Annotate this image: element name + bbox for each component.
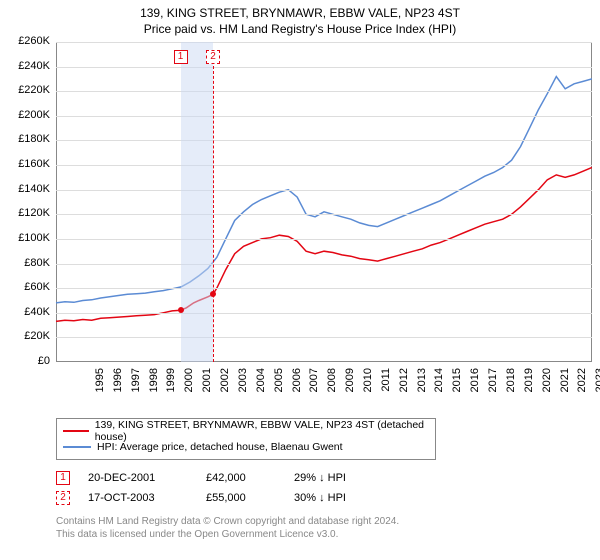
top-marker-1: 1 xyxy=(174,50,188,64)
legend-label: HPI: Average price, detached house, Blae… xyxy=(97,441,343,453)
sales-table: 1 20-DEC-2001 £42,000 29% ↓ HPI 2 17-OCT-2003… xyxy=(56,468,592,508)
x-tick-label: 2018 xyxy=(505,368,517,408)
x-tick-label: 2022 xyxy=(576,368,588,408)
legend-swatch xyxy=(63,430,89,432)
y-gridline xyxy=(56,214,592,215)
y-tick-label: £20K xyxy=(8,330,50,342)
x-tick-label: 2019 xyxy=(523,368,535,408)
x-tick-label: 2017 xyxy=(487,368,499,408)
chart-title: 139, KING STREET, BRYNMAWR, EBBW VALE, N… xyxy=(8,6,592,20)
top-marker-2: 2 xyxy=(206,50,220,64)
y-gridline xyxy=(56,67,592,68)
x-tick-label: 2021 xyxy=(559,368,571,408)
y-gridline xyxy=(56,337,592,338)
y-tick-label: £200K xyxy=(8,109,50,121)
x-tick-label: 2016 xyxy=(469,368,481,408)
y-gridline xyxy=(56,140,592,141)
y-gridline xyxy=(56,288,592,289)
y-tick-label: £180K xyxy=(8,133,50,145)
x-tick-label: 2005 xyxy=(273,368,285,408)
x-tick-label: 2003 xyxy=(237,368,249,408)
x-tick-label: 2023 xyxy=(594,368,600,408)
y-tick-label: £100K xyxy=(8,232,50,244)
x-tick-label: 1996 xyxy=(112,368,124,408)
x-tick-label: 2011 xyxy=(380,368,392,408)
footnote: Contains HM Land Registry data © Crown c… xyxy=(56,516,576,541)
y-gridline xyxy=(56,91,592,92)
y-tick-label: £0 xyxy=(8,355,50,367)
y-gridline xyxy=(56,264,592,265)
y-gridline xyxy=(56,165,592,166)
y-gridline xyxy=(56,190,592,191)
y-gridline xyxy=(56,313,592,314)
x-tick-label: 2002 xyxy=(219,368,231,408)
sales-row-marker: 2 xyxy=(56,491,70,505)
chart-area: £0 £20K £40K £60K £80K £100K £120K £140K £160K £1… xyxy=(8,42,592,412)
sale-end-dashline xyxy=(213,66,214,362)
sale-date: 20-DEC-2001 xyxy=(88,472,188,484)
sale-dot-1 xyxy=(178,307,184,313)
y-gridline xyxy=(56,42,592,43)
sale-price: £55,000 xyxy=(206,492,276,504)
footnote-line2: This data is licensed under the Open Gov… xyxy=(56,529,338,540)
x-tick-label: 2008 xyxy=(326,368,338,408)
y-gridline xyxy=(56,239,592,240)
sale-price: £42,000 xyxy=(206,472,276,484)
x-tick-label: 2013 xyxy=(416,368,428,408)
sale-delta: 30% ↓ HPI xyxy=(294,492,384,504)
legend-label: 139, KING STREET, BRYNMAWR, EBBW VALE, N… xyxy=(95,419,429,443)
y-tick-label: £260K xyxy=(8,35,50,47)
x-tick-label: 1995 xyxy=(94,368,106,408)
y-tick-label: £60K xyxy=(8,281,50,293)
footnote-line1: Contains HM Land Registry data © Crown c… xyxy=(56,516,399,527)
legend-swatch xyxy=(63,446,91,448)
x-tick-label: 2009 xyxy=(344,368,356,408)
x-tick-label: 2015 xyxy=(451,368,463,408)
x-tick-label: 2006 xyxy=(291,368,303,408)
x-tick-label: 1999 xyxy=(165,368,177,408)
x-tick-label: 2010 xyxy=(362,368,374,408)
y-tick-label: £240K xyxy=(8,60,50,72)
sales-row: 1 20-DEC-2001 £42,000 29% ↓ HPI xyxy=(56,468,592,488)
x-tick-label: 2001 xyxy=(201,368,213,408)
legend-row: 139, KING STREET, BRYNMAWR, EBBW VALE, N… xyxy=(63,423,429,439)
legend: 139, KING STREET, BRYNMAWR, EBBW VALE, N… xyxy=(56,418,436,460)
x-tick-label: 2007 xyxy=(308,368,320,408)
y-tick-label: £80K xyxy=(8,257,50,269)
y-tick-label: £160K xyxy=(8,158,50,170)
x-tick-label: 2014 xyxy=(433,368,445,408)
x-tick-label: 2012 xyxy=(398,368,410,408)
y-tick-label: £140K xyxy=(8,183,50,195)
y-tick-label: £40K xyxy=(8,306,50,318)
x-tick-label: 2000 xyxy=(183,368,195,408)
x-tick-label: 1998 xyxy=(148,368,160,408)
y-tick-label: £120K xyxy=(8,207,50,219)
chart-subtitle: Price paid vs. HM Land Registry's House … xyxy=(8,22,592,36)
x-tick-label: 2020 xyxy=(541,368,553,408)
chart-lines xyxy=(8,42,592,362)
x-tick-label: 2004 xyxy=(255,368,267,408)
y-gridline xyxy=(56,116,592,117)
sale-date: 17-OCT-2003 xyxy=(88,492,188,504)
x-tick-label: 1997 xyxy=(130,368,142,408)
sales-row: 2 17-OCT-2003 £55,000 30% ↓ HPI xyxy=(56,488,592,508)
sale-period-band xyxy=(181,42,214,362)
y-tick-label: £220K xyxy=(8,84,50,96)
sale-delta: 29% ↓ HPI xyxy=(294,472,384,484)
sales-row-marker: 1 xyxy=(56,471,70,485)
